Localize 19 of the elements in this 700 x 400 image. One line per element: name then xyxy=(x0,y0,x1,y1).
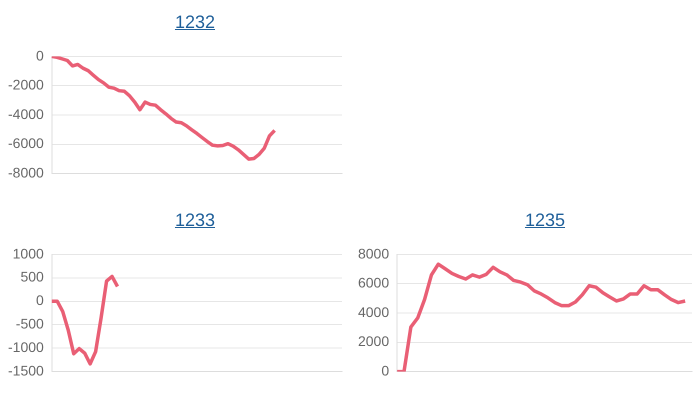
y-tick-label: 8000 xyxy=(358,245,390,262)
y-tick-label: -4000 xyxy=(8,106,44,122)
y-tick-label: 2000 xyxy=(358,333,390,350)
chart-title: 1235 xyxy=(524,210,566,231)
y-tick-label: -1500 xyxy=(8,362,44,378)
y-tick-label: -8000 xyxy=(8,164,44,180)
y-tick-label: 0 xyxy=(36,47,44,64)
y-tick-label: 1000 xyxy=(12,245,44,262)
chart-title: 1232 xyxy=(174,12,216,33)
y-tick-label: -2000 xyxy=(8,76,44,93)
y-tick-label: 0 xyxy=(36,292,44,308)
y-tick-label: 6000 xyxy=(358,274,390,291)
y-tick-label: 0 xyxy=(381,362,390,378)
y-tick-label: -6000 xyxy=(8,135,44,152)
y-tick-label: 500 xyxy=(20,268,44,285)
y-tick-label: -500 xyxy=(16,316,44,332)
y-tick-label: -1000 xyxy=(8,339,44,356)
y-tick-label: 4000 xyxy=(358,304,390,320)
chart-title: 1233 xyxy=(174,210,216,231)
